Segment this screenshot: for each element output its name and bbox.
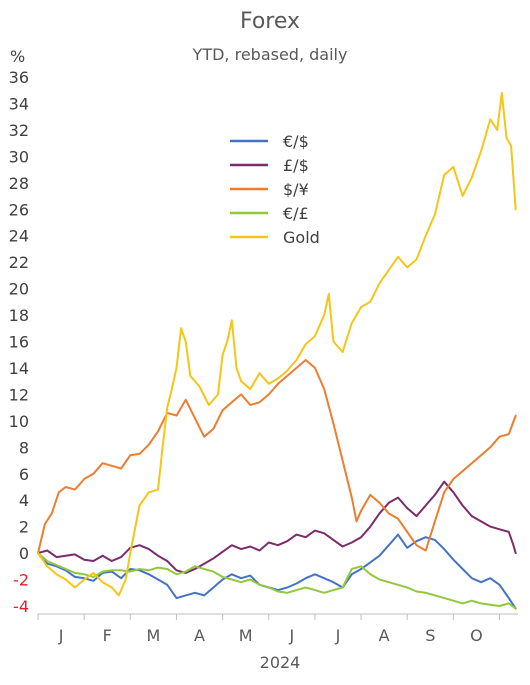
y-tick-label-7: 10: [9, 412, 29, 431]
legend-label-3: €/£: [283, 204, 309, 223]
x-tick-label-3: A: [194, 626, 205, 645]
x-tick-label-1: F: [103, 626, 112, 645]
y-tick-label-0: -4: [13, 597, 29, 616]
y-tick-label-1: -2: [13, 571, 29, 590]
series-lines: [37, 91, 517, 610]
x-tick-label-2: M: [146, 626, 160, 645]
y-tick-label-13: 22: [9, 253, 29, 272]
legend-label-1: £/$: [283, 156, 309, 175]
chart-subtitle: YTD, rebased, daily: [192, 45, 348, 64]
y-tick-label-3: 2: [19, 518, 29, 537]
y-tick-label-10: 16: [9, 333, 29, 352]
y-axis-unit: %: [10, 47, 25, 66]
y-tick-label-11: 18: [9, 306, 29, 325]
series-line-0: [37, 533, 517, 610]
x-tick-label-9: O: [470, 626, 483, 645]
y-tick-label-18: 32: [9, 121, 29, 140]
legend-label-0: €/$: [283, 132, 309, 151]
y-tick-label-16: 28: [9, 174, 29, 193]
x-tick-label-4: M: [239, 626, 253, 645]
series-line-1: [37, 480, 517, 574]
x-axis-year-label: 2024: [260, 653, 301, 672]
legend-label-2: $/¥: [283, 180, 309, 199]
y-tick-label-5: 6: [19, 465, 29, 484]
y-tick-label-14: 24: [9, 227, 29, 246]
legend: €/$ £/$ $/¥ €/£ Gold: [230, 132, 320, 247]
x-tick-label-5: J: [288, 626, 294, 645]
y-tick-label-17: 30: [9, 147, 29, 166]
y-tick-label-12: 20: [9, 280, 29, 299]
y-tick-label-4: 4: [19, 491, 29, 510]
legend-label-4: Gold: [283, 228, 320, 247]
y-tick-label-2: 0: [19, 544, 29, 563]
x-tick-label-8: S: [425, 626, 435, 645]
x-tick-label-7: A: [379, 626, 390, 645]
y-tick-label-20: 36: [9, 68, 29, 87]
x-tick-label-6: J: [335, 626, 341, 645]
y-tick-label-6: 8: [19, 438, 29, 457]
y-tick-label-19: 34: [9, 94, 29, 113]
x-tick-label-0: J: [58, 626, 64, 645]
series-line-4: [37, 91, 517, 597]
y-tick-label-9: 14: [9, 359, 29, 378]
series-line-3: [37, 552, 517, 610]
y-tick-label-15: 26: [9, 200, 29, 219]
chart-title: Forex: [240, 9, 300, 34]
series-line-2: [37, 359, 517, 555]
y-tick-label-8: 12: [9, 385, 29, 404]
